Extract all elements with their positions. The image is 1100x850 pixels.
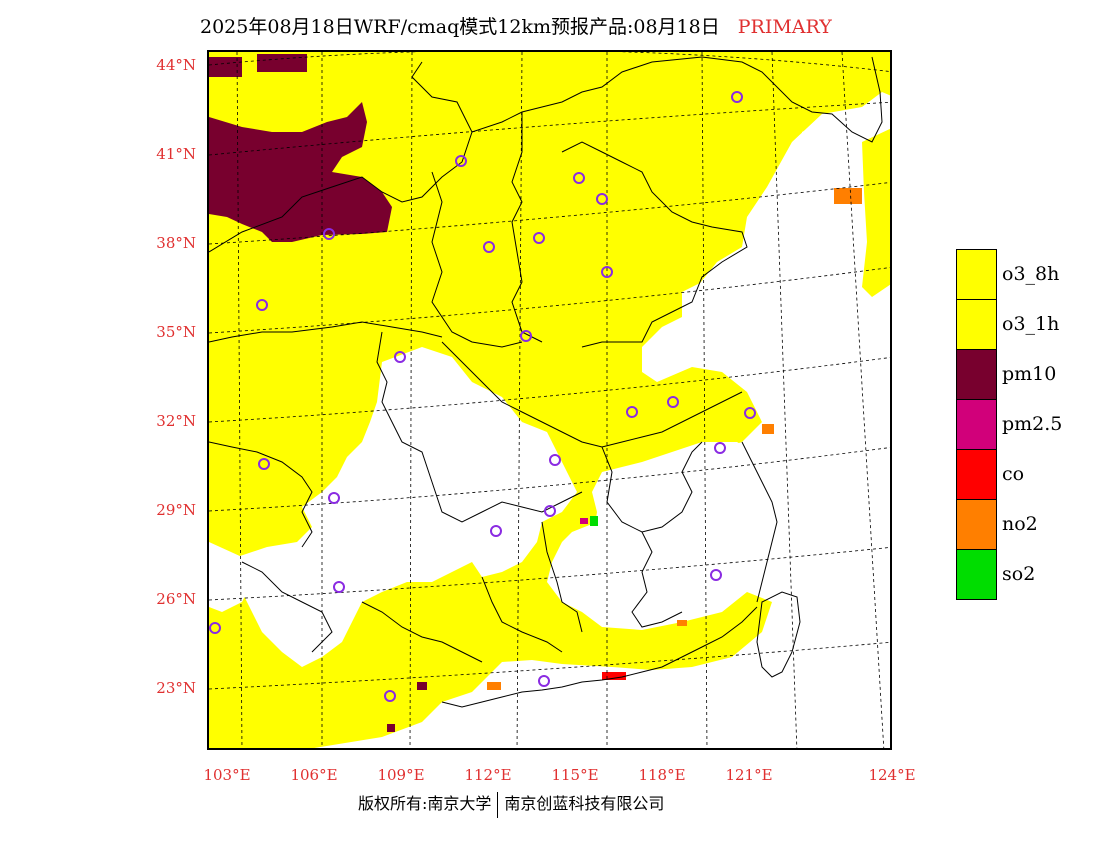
- lon-label-103: 103°E: [203, 766, 251, 784]
- lat-label-29: 29°N: [156, 501, 196, 519]
- copyright-left: 版权所有:南京大学: [358, 794, 492, 813]
- legend-label-pm25: pm2.5: [1002, 413, 1063, 435]
- legend-label-so2: so2: [1002, 563, 1036, 585]
- legend-swatch-o3-1h: [956, 299, 997, 350]
- legend-label-pm10: pm10: [1002, 363, 1057, 385]
- co-spot-shenzhen: [602, 672, 626, 680]
- legend-swatch-no2: [956, 499, 997, 550]
- lat-label-41: 41°N: [156, 145, 196, 163]
- lon-label-118: 118°E: [638, 766, 686, 784]
- title-main: 2025年08月18日WRF/cmaq模式12km预报产品:08月18日: [200, 16, 720, 38]
- lon-label-115: 115°E: [551, 766, 599, 784]
- boundaries: [209, 56, 883, 708]
- lon-label-112: 112°E: [464, 766, 512, 784]
- no2-spot-shanghai: [762, 424, 774, 434]
- legend-swatch-so2: [956, 549, 997, 600]
- pm10-region: [209, 102, 392, 242]
- legend-label-co: co: [1002, 463, 1025, 485]
- lat-label-38: 38°N: [156, 234, 196, 252]
- legend-swatch-o3-8h: [956, 249, 997, 300]
- graticule: [209, 52, 890, 748]
- lon-label-109: 109°E: [377, 766, 425, 784]
- clean-area-east: [682, 155, 890, 662]
- lat-label-35: 35°N: [156, 323, 196, 341]
- lat-label-26: 26°N: [156, 590, 196, 608]
- map-title: 2025年08月18日WRF/cmaq模式12km预报产品:08月18日 PRIM…: [200, 12, 832, 39]
- clean-area-central: [217, 347, 577, 667]
- pm10-patch-south: [417, 682, 427, 690]
- lon-label-124: 124°E: [868, 766, 916, 784]
- so2-spot-jiangxi: [590, 516, 598, 526]
- pm10-patch-north2: [257, 54, 307, 72]
- pm10-patch-north: [209, 57, 242, 77]
- legend-label-o3-8h: o3_8h: [1002, 263, 1060, 285]
- o3-patch-east-coast: [862, 128, 890, 297]
- clean-area-northeast: [802, 97, 890, 182]
- no2-spot-guangzhou: [487, 682, 501, 690]
- map-panel: [207, 50, 892, 750]
- pollutant-map: [209, 52, 890, 748]
- legend-swatch-pm10: [956, 349, 997, 400]
- lat-label-23: 23°N: [156, 679, 196, 697]
- lon-label-106: 106°E: [290, 766, 338, 784]
- pm25-spot-jiangxi: [580, 518, 588, 524]
- no2-spot-northeast: [834, 188, 862, 204]
- legend-swatch-co: [956, 449, 997, 500]
- legend-swatch-pm25: [956, 399, 997, 450]
- no2-spot-fujian: [677, 620, 687, 626]
- lon-label-121: 121°E: [725, 766, 773, 784]
- clean-area-southeast: [592, 442, 782, 592]
- lat-label-32: 32°N: [156, 412, 196, 430]
- footer-separator: [497, 791, 499, 818]
- legend-label-no2: no2: [1002, 513, 1038, 535]
- pm10-patch-south2: [387, 724, 395, 732]
- copyright-right: 南京创蓝科技有限公司: [504, 794, 665, 813]
- copyright-footer: 版权所有:南京大学 南京创蓝科技有限公司: [358, 790, 664, 818]
- lat-label-44: 44°N: [156, 56, 196, 74]
- legend-label-o3-1h: o3_1h: [1002, 313, 1060, 335]
- title-tag: PRIMARY: [737, 16, 832, 38]
- city-markers: [209, 91, 756, 702]
